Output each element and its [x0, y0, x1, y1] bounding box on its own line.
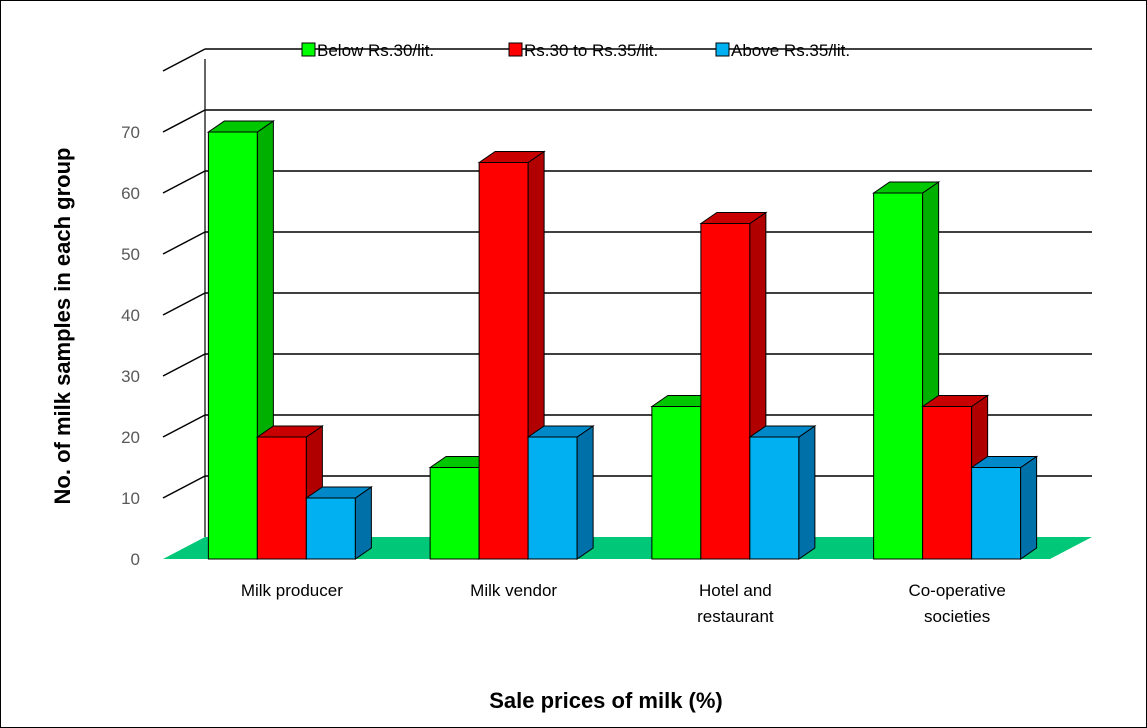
bar: [922, 406, 973, 560]
y-tick-label: 0: [131, 550, 140, 569]
gridline-depth: [162, 231, 206, 255]
legend-swatch: [301, 42, 316, 57]
bar-top: [970, 456, 1039, 468]
bar-top: [477, 151, 546, 163]
y-tick-label: 30: [121, 367, 140, 386]
bar: [700, 223, 751, 560]
bar: [971, 467, 1022, 560]
legend-label: Above Rs.35/lit.: [731, 41, 850, 60]
gridline-depth: [162, 414, 206, 438]
bar: [873, 192, 924, 560]
y-tick-label: 20: [121, 428, 140, 447]
bar-side: [354, 486, 372, 560]
bar: [749, 436, 800, 560]
bar: [256, 436, 307, 560]
x-category-label: societies: [924, 607, 990, 626]
gridline-depth: [162, 353, 206, 377]
bar: [478, 162, 529, 560]
legend-swatch: [508, 42, 523, 57]
bar-side: [576, 425, 594, 560]
bar: [527, 436, 578, 560]
y-tick-label: 60: [121, 184, 140, 203]
bar-top: [921, 395, 990, 407]
bar: [429, 467, 480, 560]
bar: [207, 131, 258, 560]
bar-top: [526, 425, 595, 438]
gridline-depth: [162, 475, 206, 499]
bar-top: [255, 425, 324, 438]
x-category-label: restaurant: [697, 607, 774, 626]
bar-top: [872, 181, 941, 194]
bar-top: [206, 120, 275, 133]
gridline-depth: [162, 170, 206, 194]
x-axis-title: Sale prices of milk (%): [489, 688, 723, 713]
bar: [651, 406, 702, 560]
x-category-label: Milk producer: [241, 581, 343, 600]
bar-side: [1020, 455, 1038, 560]
legend-label: Below Rs.30/lit.: [317, 41, 434, 60]
bar-top: [699, 212, 768, 224]
bar-top: [304, 486, 373, 499]
x-category-label: Hotel and: [699, 581, 772, 600]
y-tick-label: 40: [121, 306, 140, 325]
gridline-depth: [162, 48, 206, 72]
chart-floor: [163, 537, 1092, 559]
y-tick-label: 10: [121, 489, 140, 508]
legend-swatch: [715, 42, 730, 57]
y-tick-label: 70: [121, 123, 140, 142]
x-category-label: Co-operative: [908, 581, 1005, 600]
y-axis-title: No. of milk samples in each group: [50, 148, 75, 505]
gridline-depth: [162, 109, 206, 133]
bar: [305, 497, 356, 560]
legend-label: Rs.30 to Rs.35/lit.: [524, 41, 658, 60]
bar-side: [798, 425, 816, 560]
y-tick-label: 50: [121, 245, 140, 264]
gridline-depth: [162, 292, 206, 316]
x-category-label: Milk vendor: [470, 581, 557, 600]
bar-top: [748, 425, 817, 438]
